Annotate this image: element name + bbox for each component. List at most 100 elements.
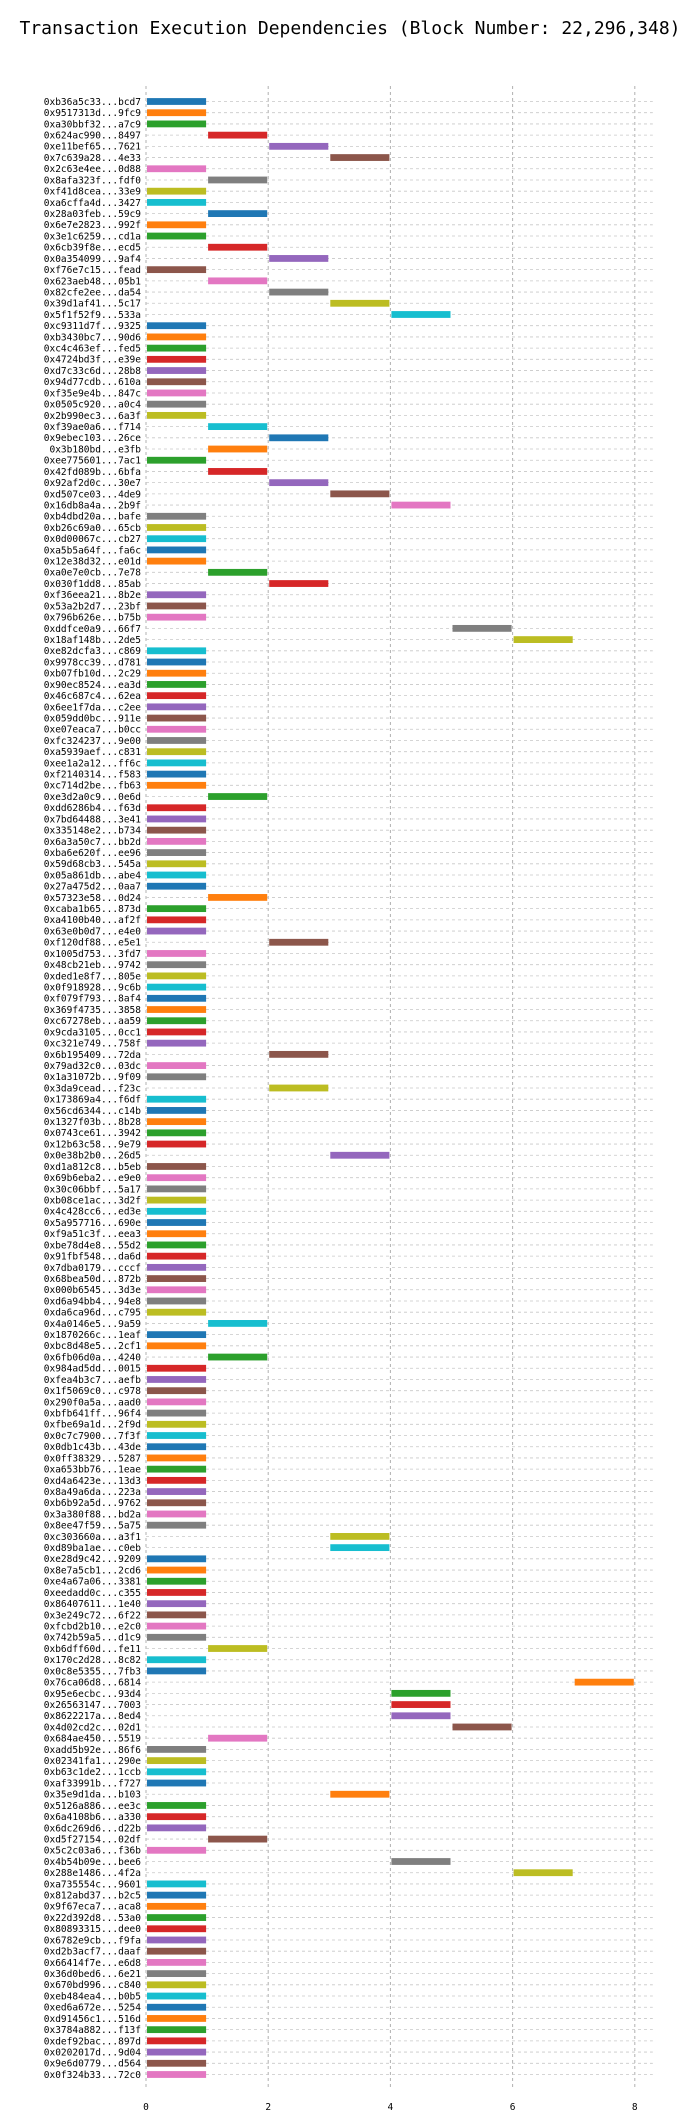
x-tick-label: 6 [510,2102,516,2113]
row-label: 0x4724bd3f...e39e [44,355,142,366]
row-label: 0xcaba1b65...873d [44,904,141,915]
transaction-bar [147,759,207,767]
row-label: 0xba6e620f...ee96 [44,848,142,859]
transaction-bar [147,1364,207,1372]
row-label: 0x624ac990...8497 [44,131,141,142]
row-label: 0x82cfe2ee...da54 [44,287,142,298]
row-label: 0x9517313d...9fc9 [44,108,142,119]
row-label: 0xee775601...7ac1 [44,456,142,467]
row-label: 0x796b626e...b75b [44,613,142,624]
transaction-bar [147,322,207,330]
row-label: 0x12e38d32...e01d [44,557,141,568]
transaction-bar [208,568,268,576]
row-label: 0xaf33991b...f727 [44,1778,141,1789]
transaction-bar [147,98,207,105]
row-label: 0xc4c463ef...fed5 [44,344,141,355]
transaction-bar [147,2048,207,2056]
row-label: 0x69b6eba2...e9e0 [44,1173,142,1184]
row-label: 0x80893315...dee0 [44,1924,142,1935]
transaction-bar [147,1039,207,1047]
row-label: 0xfcbd2b10...e2c0 [44,1621,142,1632]
transaction-bar [147,333,207,341]
row-label: 0x9ebec103...26ce [44,433,142,444]
transaction-bar [147,781,207,789]
transaction-bar [147,1275,207,1282]
row-label: 0x18af148b...2de5 [44,635,141,646]
row-label: 0x3e249c72...6f22 [44,1610,141,1621]
row-label: 0xa653bb76...1eae [44,1465,142,1476]
transaction-bar [452,1723,512,1731]
row-label: 0x0c8e5355...7fb3 [44,1666,141,1677]
transaction-bar [147,703,207,711]
transaction-bar [147,1914,207,1921]
transaction-bar [147,1891,207,1899]
row-label: 0xd6a94bb4...94e8 [44,1296,142,1307]
row-label: 0x63e0b0d7...e4e0 [44,926,142,937]
transaction-bar [208,445,268,453]
row-label: 0x5a957716...690e [44,1218,142,1229]
row-label: 0xf41d8cea...33e9 [44,187,142,198]
transaction-bar [147,389,207,397]
transaction-bar [147,1073,207,1081]
transaction-bar [147,1140,207,1148]
row-label: 0x91fbf548...da6d [44,1252,141,1263]
transaction-bar [147,1342,207,1350]
transaction-bar [147,109,207,117]
row-label: 0x2b990ec3...6a3f [44,411,141,422]
transaction-bar [147,2037,207,2045]
transaction-bar [147,658,207,666]
transaction-bar [208,1835,268,1843]
transaction-bar [147,1936,207,1944]
row-label: 0xf9a51c3f...eea3 [44,1229,141,1240]
transaction-bar [147,1925,207,1933]
transaction-bar [330,490,390,498]
transaction-bar [147,1409,207,1417]
row-label: 0x66414f7e...e6d8 [44,1958,142,1969]
row-label: 0x59d68cb3...545a [44,859,141,870]
transaction-bar [147,1230,207,1238]
transaction-bar [147,1947,207,1955]
row-label: 0x02341fa1...290e [44,1756,142,1767]
row-label: 0xa4100b40...af2f [44,915,141,926]
transaction-bar [147,1846,207,1854]
row-label: 0x53a2b2d7...23bf [44,601,141,612]
row-label: 0x36d0bed6...6e21 [44,1969,142,1980]
transaction-bar [147,849,207,856]
row-label: 0x984ad5dd...0015 [44,1364,141,1375]
row-label: 0x76ca06d8...6814 [44,1678,142,1689]
transaction-bar [147,961,207,969]
row-label: 0x6fb06d0a...4240 [44,1352,142,1363]
row-label: 0x9cda3105...0cc1 [44,1027,142,1038]
row-label: 0xd4a6423e...13d3 [44,1476,141,1487]
row-label: 0x290f0a5a...aad0 [44,1397,142,1408]
transaction-bar [147,1286,207,1294]
row-label: 0x8ee47f59...5a75 [44,1521,141,1532]
row-label: 0x812abd37...b2c5 [44,1891,141,1902]
transaction-bar [208,1320,268,1327]
row-label: 0x9f67eca7...aca8 [44,1902,142,1913]
transaction-bar [391,311,451,318]
transaction-bar [147,1970,207,1978]
transaction-bar [147,681,207,688]
row-label: 0xd7c33c6d...28b8 [44,366,142,377]
row-label: 0x68bea50d...872b [44,1274,142,1285]
row-label: 0x5126a886...ee3c [44,1801,141,1812]
row-label: 0xf120df88...e5e1 [44,938,142,949]
row-label: 0x28a03feb...59c9 [44,209,142,220]
transaction-bar [269,938,329,946]
row-label: 0x173869a4...f6df [44,1095,141,1106]
transaction-bar [147,1746,207,1753]
transaction-bar [513,636,573,643]
transaction-bar [147,1297,207,1305]
row-label: 0x6b195409...72da [44,1050,141,1061]
row-label: 0xfbe69a1d...2f9d [44,1420,141,1431]
transaction-bar [147,916,207,924]
transaction-bar [208,131,268,139]
row-label: 0xd5f27154...02df [44,1834,141,1845]
row-label: 0x0505c920...a0c4 [44,400,142,411]
transaction-bar [147,1958,207,1966]
row-label: 0x05a861db...abe4 [44,870,142,881]
row-label: 0x3784a882...f13f [44,2025,141,2036]
transaction-bar [147,1633,207,1641]
